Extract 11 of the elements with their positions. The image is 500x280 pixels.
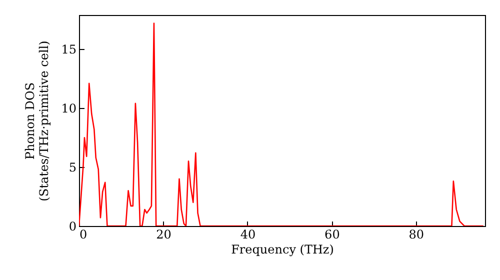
x-tick-label: 20 (156, 228, 172, 242)
line-series (79, 22, 484, 226)
x-tick-label: 0 (80, 228, 88, 242)
y-tick-label: 15 (61, 42, 76, 57)
y-axis-title: Phonon DOS (States/THz·primitive cell) (23, 40, 52, 202)
x-tick-label: 80 (408, 228, 424, 242)
x-tick-label: 60 (324, 228, 340, 242)
y-tick-label: 10 (61, 102, 76, 116)
x-axis-title: Frequency (THz) (231, 242, 334, 256)
y-tick-label: 5 (68, 160, 76, 175)
x-tick-label: 40 (240, 228, 256, 242)
